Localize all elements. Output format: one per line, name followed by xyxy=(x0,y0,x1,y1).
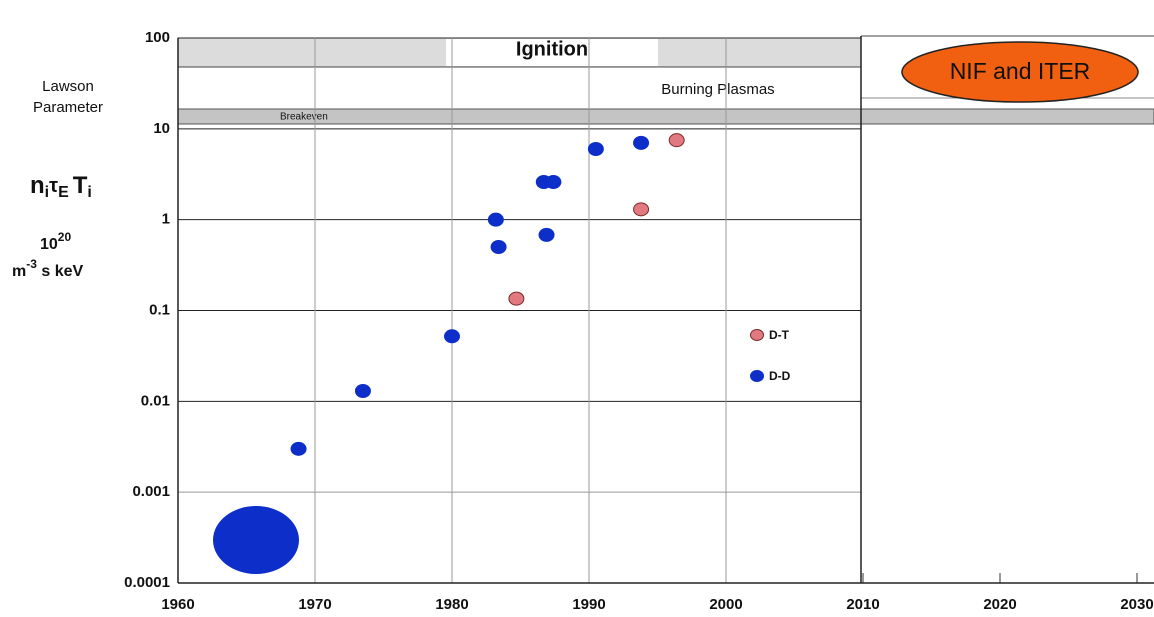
point xyxy=(444,329,460,344)
point xyxy=(354,383,371,398)
blob xyxy=(213,506,299,574)
point xyxy=(633,135,650,150)
ignition-label: Ignition xyxy=(516,38,588,60)
point xyxy=(668,133,685,148)
ignition-box xyxy=(446,39,658,66)
x-tick-label: 2020 xyxy=(983,596,1016,613)
burning-label: Burning Plasmas xyxy=(661,81,774,98)
legend-label: D-T xyxy=(769,328,790,342)
y-tick-label: 0.01 xyxy=(141,392,170,409)
y-tick-label: 10 xyxy=(153,120,170,137)
y-tick-label: 0.1 xyxy=(149,301,170,318)
point xyxy=(290,441,307,456)
y-tick-label: 0.0001 xyxy=(124,574,170,591)
breakeven-label: Breakeven xyxy=(280,112,328,123)
x-tick-label: 2010 xyxy=(846,596,879,613)
y-label: Parameter xyxy=(33,99,103,116)
x-tick-label: 1960 xyxy=(161,596,194,613)
legend-marker xyxy=(750,370,764,382)
x-tick-label: 2000 xyxy=(709,596,742,613)
point xyxy=(508,291,525,306)
legend-label: D-D xyxy=(769,369,791,383)
future-label: NIF and ITER xyxy=(950,58,1091,84)
x-tick-label: 1970 xyxy=(298,596,331,613)
y-formula: niτE Ti xyxy=(30,172,92,201)
point xyxy=(587,141,604,156)
point xyxy=(490,240,507,255)
x-tick-label: 1990 xyxy=(572,596,605,613)
y-label: Lawson xyxy=(42,78,94,95)
y-tick-label: 1 xyxy=(162,211,170,228)
legend-marker xyxy=(750,329,764,341)
y-tick-label: 100 xyxy=(145,29,170,46)
future-ellipse xyxy=(901,41,1139,103)
y-units: m-3 s keV xyxy=(12,257,83,280)
y-tick-label: 0.001 xyxy=(132,483,170,500)
point xyxy=(633,202,650,217)
x-tick-label: 1980 xyxy=(435,596,468,613)
x-tick-label: 2030 xyxy=(1120,596,1153,613)
point xyxy=(545,174,562,189)
y-units: 1020 xyxy=(40,230,71,253)
point xyxy=(538,227,555,242)
point xyxy=(487,212,504,227)
